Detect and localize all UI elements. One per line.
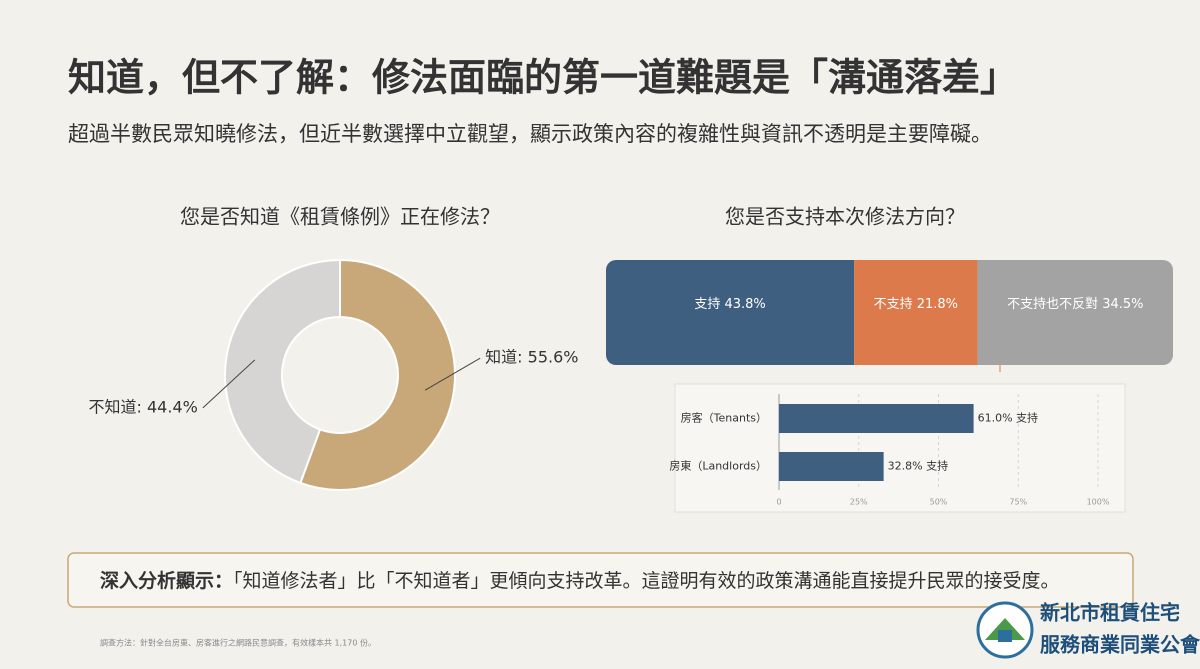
data-label: 32.8% 支持: [888, 459, 948, 473]
data-label: 61.0% 支持: [978, 411, 1038, 425]
x-tick-label: 50%: [930, 498, 948, 507]
leader-line: [424, 357, 481, 391]
donut-slice: [299, 258, 456, 491]
insight: 深入分析顯示：「知道修法者」比「不知道者」更傾向支持改革。這證明有效的政策溝通能…: [100, 569, 1060, 592]
insight-label: 深入分析顯示：: [100, 569, 233, 592]
bar: [779, 404, 974, 433]
donut-slice: [224, 258, 341, 485]
logo-text: 服務商業同業公會: [1040, 633, 1200, 657]
data-label: 支持 43.8%: [694, 297, 765, 312]
data-label: 不知道: 44.4%: [89, 397, 198, 416]
stacked-bar: [606, 260, 1173, 365]
footnote: 調查方法：針對全台房東、房客進行之網路民意調查，有效樣本共 1,170 份。: [100, 638, 376, 648]
title: 知道，但不了解：修法面臨的第一道難題是「溝通落差」: [68, 56, 1018, 100]
x-tick-label: 100%: [1087, 498, 1110, 507]
y-tick-label: 房客（Tenants）: [681, 411, 767, 425]
chart-title: 您是否知道《租賃條例》正在修法？: [180, 205, 500, 229]
sub-chart-frame: [674, 383, 1126, 513]
data-label: 知道: 55.6%: [485, 348, 578, 367]
bar-segment: [977, 260, 1173, 365]
logo-icon: [998, 630, 1012, 642]
insight-box: [67, 552, 1134, 608]
y-tick-label: 房東（Landlords）: [669, 460, 767, 473]
data-label: 不支持 21.8%: [874, 297, 958, 312]
logo-text: 新北市租賃住宅: [1040, 601, 1180, 625]
bar-segment: [606, 260, 855, 365]
subtitle: 超過半數民眾知曉修法，但近半數選擇中立觀望，顯示政策內容的複雜性與資訊不透明是主…: [68, 122, 992, 146]
insight-text: 「知道修法者」比「不知道者」更傾向支持改革。這證明有效的政策溝通能直接提升民眾的…: [233, 570, 1060, 592]
logo-icon: [985, 618, 1025, 640]
x-tick-label: 25%: [850, 498, 868, 507]
data-label: 不支持也不反對 34.5%: [1007, 297, 1143, 312]
x-tick-label: 75%: [1009, 498, 1027, 507]
bar: [779, 452, 884, 481]
x-tick-label: 0: [776, 498, 781, 507]
bar-segment: [854, 260, 978, 365]
leader-line: [202, 359, 256, 409]
chart-title: 您是否支持本次修法方向？: [725, 205, 965, 229]
